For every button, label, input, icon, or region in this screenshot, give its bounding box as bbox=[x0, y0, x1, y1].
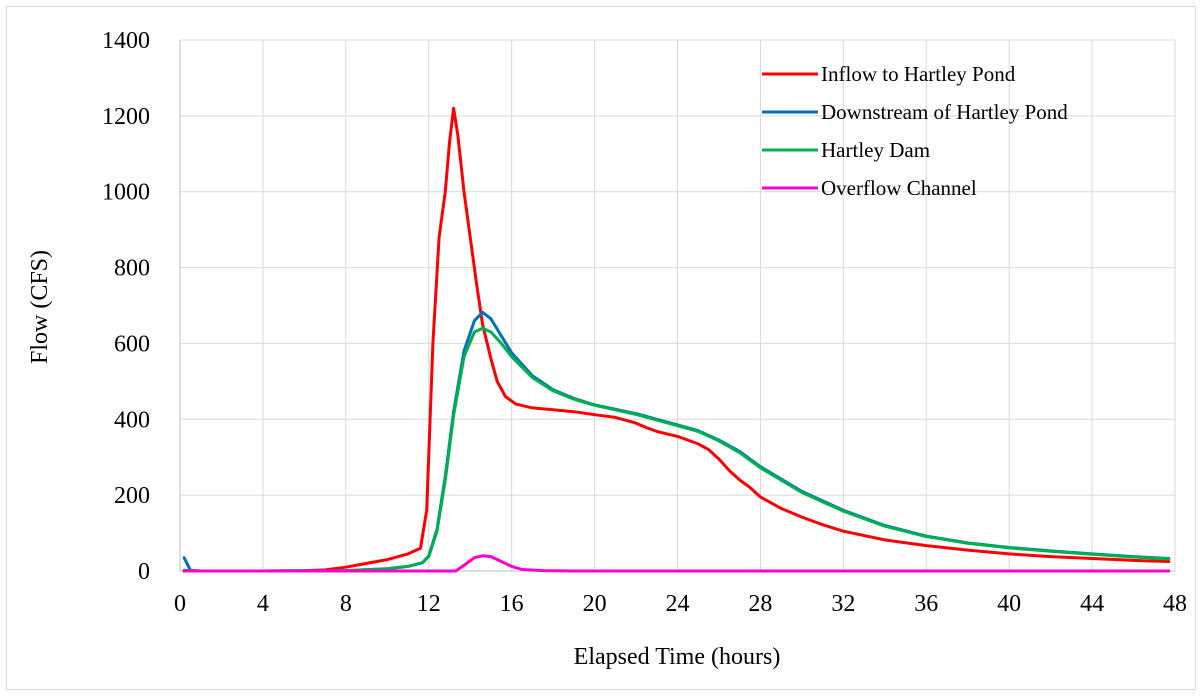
x-tick-label: 40 bbox=[997, 591, 1021, 617]
x-tick-label: 36 bbox=[914, 591, 938, 617]
legend-label: Downstream of Hartley Pond bbox=[821, 100, 1068, 124]
series-line-overflow-channel bbox=[182, 554, 1171, 573]
y-tick-label: 1400 bbox=[102, 28, 150, 54]
series-line-hartley-dam bbox=[182, 326, 1171, 573]
y-tick-label: 200 bbox=[114, 483, 150, 509]
x-axis-title: Elapsed Time (hours) bbox=[574, 644, 781, 670]
y-tick-label: 600 bbox=[114, 331, 150, 357]
x-tick-label: 8 bbox=[340, 591, 352, 617]
series-line-downstream-of-hartley-pond bbox=[182, 310, 1171, 573]
x-tick-label: 4 bbox=[257, 591, 269, 617]
gridlines bbox=[180, 39, 1176, 571]
x-tick-label: 20 bbox=[583, 591, 607, 617]
x-tick-label: 44 bbox=[1080, 591, 1104, 617]
y-tick-label: 400 bbox=[114, 407, 150, 433]
x-tick-label: 16 bbox=[500, 591, 524, 617]
x-tick-label: 48 bbox=[1163, 591, 1187, 617]
legend-label: Inflow to Hartley Pond bbox=[821, 62, 1016, 86]
series-lines bbox=[182, 106, 1171, 573]
chart-area bbox=[6, 6, 1196, 690]
x-tick-label: 28 bbox=[748, 591, 772, 617]
x-tick-label: 24 bbox=[666, 591, 690, 617]
legend-label: Overflow Channel bbox=[821, 176, 977, 200]
y-tick-label: 1200 bbox=[102, 104, 150, 130]
y-tick-label: 800 bbox=[114, 256, 150, 282]
y-axis-title: Flow (CFS) bbox=[27, 250, 53, 364]
x-tick-label: 0 bbox=[174, 591, 186, 617]
x-tick-label: 12 bbox=[417, 591, 441, 617]
legend: Inflow to Hartley Pond Downstream of Hart… bbox=[762, 62, 1068, 200]
y-tick-label: 0 bbox=[138, 559, 150, 585]
legend-label: Hartley Dam bbox=[821, 138, 930, 162]
series-line-inflow-to-hartley-pond bbox=[182, 106, 1171, 573]
y-tick-label: 1000 bbox=[102, 180, 150, 206]
x-tick-label: 32 bbox=[831, 591, 855, 617]
